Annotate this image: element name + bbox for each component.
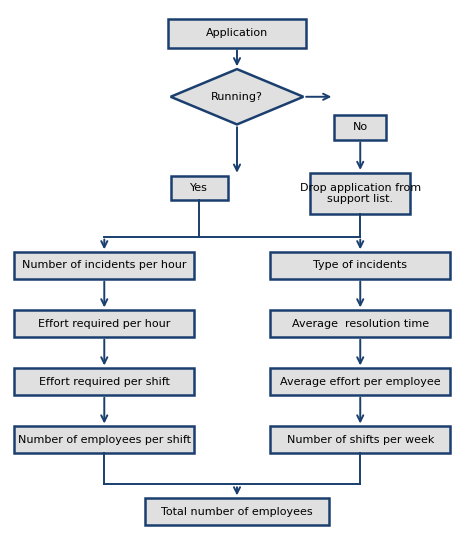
Text: Total number of employees: Total number of employees <box>161 507 313 517</box>
FancyBboxPatch shape <box>168 19 306 48</box>
FancyBboxPatch shape <box>270 310 450 337</box>
FancyBboxPatch shape <box>14 310 194 337</box>
FancyBboxPatch shape <box>270 368 450 395</box>
Text: Effort required per hour: Effort required per hour <box>38 319 171 328</box>
Text: Number of incidents per hour: Number of incidents per hour <box>22 260 187 270</box>
Text: Running?: Running? <box>211 92 263 102</box>
FancyBboxPatch shape <box>14 368 194 395</box>
FancyBboxPatch shape <box>270 426 450 453</box>
Text: Average  resolution time: Average resolution time <box>292 319 429 328</box>
FancyBboxPatch shape <box>310 173 410 214</box>
FancyBboxPatch shape <box>14 426 194 453</box>
Text: Application: Application <box>206 28 268 38</box>
Text: Number of shifts per week: Number of shifts per week <box>287 435 434 445</box>
Text: Type of incidents: Type of incidents <box>313 260 407 270</box>
Text: Yes: Yes <box>190 183 208 193</box>
Text: Average effort per employee: Average effort per employee <box>280 377 440 387</box>
FancyBboxPatch shape <box>171 175 228 200</box>
Text: No: No <box>353 122 368 132</box>
Text: Effort required per shift: Effort required per shift <box>39 377 170 387</box>
Polygon shape <box>171 69 303 124</box>
Text: Number of employees per shift: Number of employees per shift <box>18 435 191 445</box>
FancyBboxPatch shape <box>334 114 386 140</box>
FancyBboxPatch shape <box>14 252 194 279</box>
FancyBboxPatch shape <box>145 498 329 525</box>
Text: Drop application from
support list.: Drop application from support list. <box>300 182 421 205</box>
FancyBboxPatch shape <box>270 252 450 279</box>
